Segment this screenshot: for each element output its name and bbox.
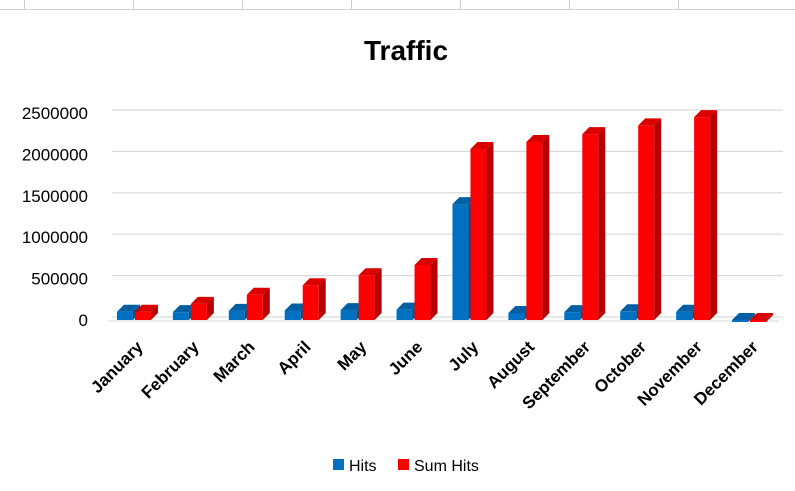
bar-top	[284, 303, 308, 311]
bar-top	[526, 134, 550, 142]
bar-hits	[732, 320, 749, 322]
x-tick-label: April	[274, 337, 315, 378]
bar-top	[750, 313, 774, 320]
x-tick-label: July	[445, 337, 483, 375]
bar-sum-hits	[638, 125, 655, 320]
bar-side	[318, 278, 326, 320]
bar-hits	[508, 312, 525, 320]
bar-side	[542, 134, 550, 320]
bars	[116, 110, 774, 322]
bar-top	[732, 313, 756, 320]
bar-top	[452, 197, 476, 205]
y-tick-label: 2000000	[22, 145, 88, 164]
chart-title: Traffic	[364, 35, 448, 66]
bar-top	[508, 305, 532, 313]
bar-top	[638, 118, 662, 126]
legend-label: Hits	[349, 458, 377, 475]
bar-hits	[564, 312, 581, 320]
bar-top	[358, 268, 382, 276]
bar-side	[430, 257, 438, 320]
y-tick-label: 1500000	[22, 187, 88, 206]
bar-top	[676, 304, 700, 312]
bar-sum-hits	[750, 320, 767, 322]
y-tick-label: 1000000	[22, 228, 88, 247]
bar-sum-hits	[190, 303, 207, 320]
bar-side	[598, 127, 606, 320]
bar-hits	[340, 310, 357, 320]
bar-top	[116, 304, 140, 312]
y-tick-label: 2500000	[22, 104, 88, 123]
bar-sum-hits	[302, 285, 319, 320]
gridlines	[108, 109, 783, 322]
sheet-gridlines	[0, 0, 795, 10]
x-tick-label: August	[483, 337, 538, 392]
x-tick-label: June	[385, 337, 426, 378]
bar-sum-hits	[134, 311, 151, 320]
bar-sum-hits	[358, 275, 375, 320]
bar-side	[766, 313, 774, 322]
bar-top	[302, 278, 326, 286]
bar-hits	[452, 204, 469, 320]
bar-top	[414, 257, 438, 265]
bar-side	[150, 304, 158, 320]
bar-top	[172, 305, 196, 313]
bar-top	[582, 127, 606, 135]
bar-side	[262, 287, 270, 320]
bar-hits	[396, 309, 413, 320]
bar-hits	[228, 310, 245, 320]
bar-sum-hits	[414, 264, 431, 320]
bar-side	[654, 118, 662, 320]
bar-hits	[116, 311, 133, 320]
legend-swatch	[333, 459, 344, 470]
bar-top	[564, 305, 588, 313]
bar-top	[340, 303, 364, 311]
bar-side	[486, 142, 494, 320]
bar-top	[228, 303, 252, 311]
x-tick-label: May	[334, 337, 371, 374]
y-tick-label: 500000	[31, 270, 88, 289]
legend: Hits Sum Hits	[333, 458, 479, 475]
bar-hits	[172, 312, 189, 320]
bar-top	[620, 304, 644, 312]
x-tick-label: February	[138, 337, 203, 402]
y-tick-label: 0	[79, 311, 88, 330]
bar-top	[246, 287, 270, 295]
bar-side	[748, 313, 756, 322]
bar-top	[694, 110, 718, 118]
bar-top	[190, 296, 214, 304]
bar-sum-hits	[582, 134, 599, 320]
bar-sum-hits	[526, 141, 543, 320]
bar-hits	[284, 310, 301, 320]
bar-sum-hits	[470, 149, 487, 320]
bar-side	[206, 296, 214, 320]
legend-swatch	[398, 459, 409, 470]
bar-top	[470, 142, 494, 150]
bar-hits	[676, 311, 693, 320]
bar-sum-hits	[246, 294, 263, 320]
bar-top	[134, 304, 158, 312]
x-tick-label: March	[210, 337, 259, 386]
bar-sum-hits	[694, 117, 711, 320]
legend-label: Sum Hits	[414, 458, 479, 475]
bar-side	[374, 268, 382, 320]
y-axis-ticks: 0 500000 1000000 1500000 2000000 2500000	[22, 104, 88, 330]
bar-hits	[620, 311, 637, 320]
bar-side	[710, 110, 718, 320]
bar-top	[396, 302, 420, 310]
